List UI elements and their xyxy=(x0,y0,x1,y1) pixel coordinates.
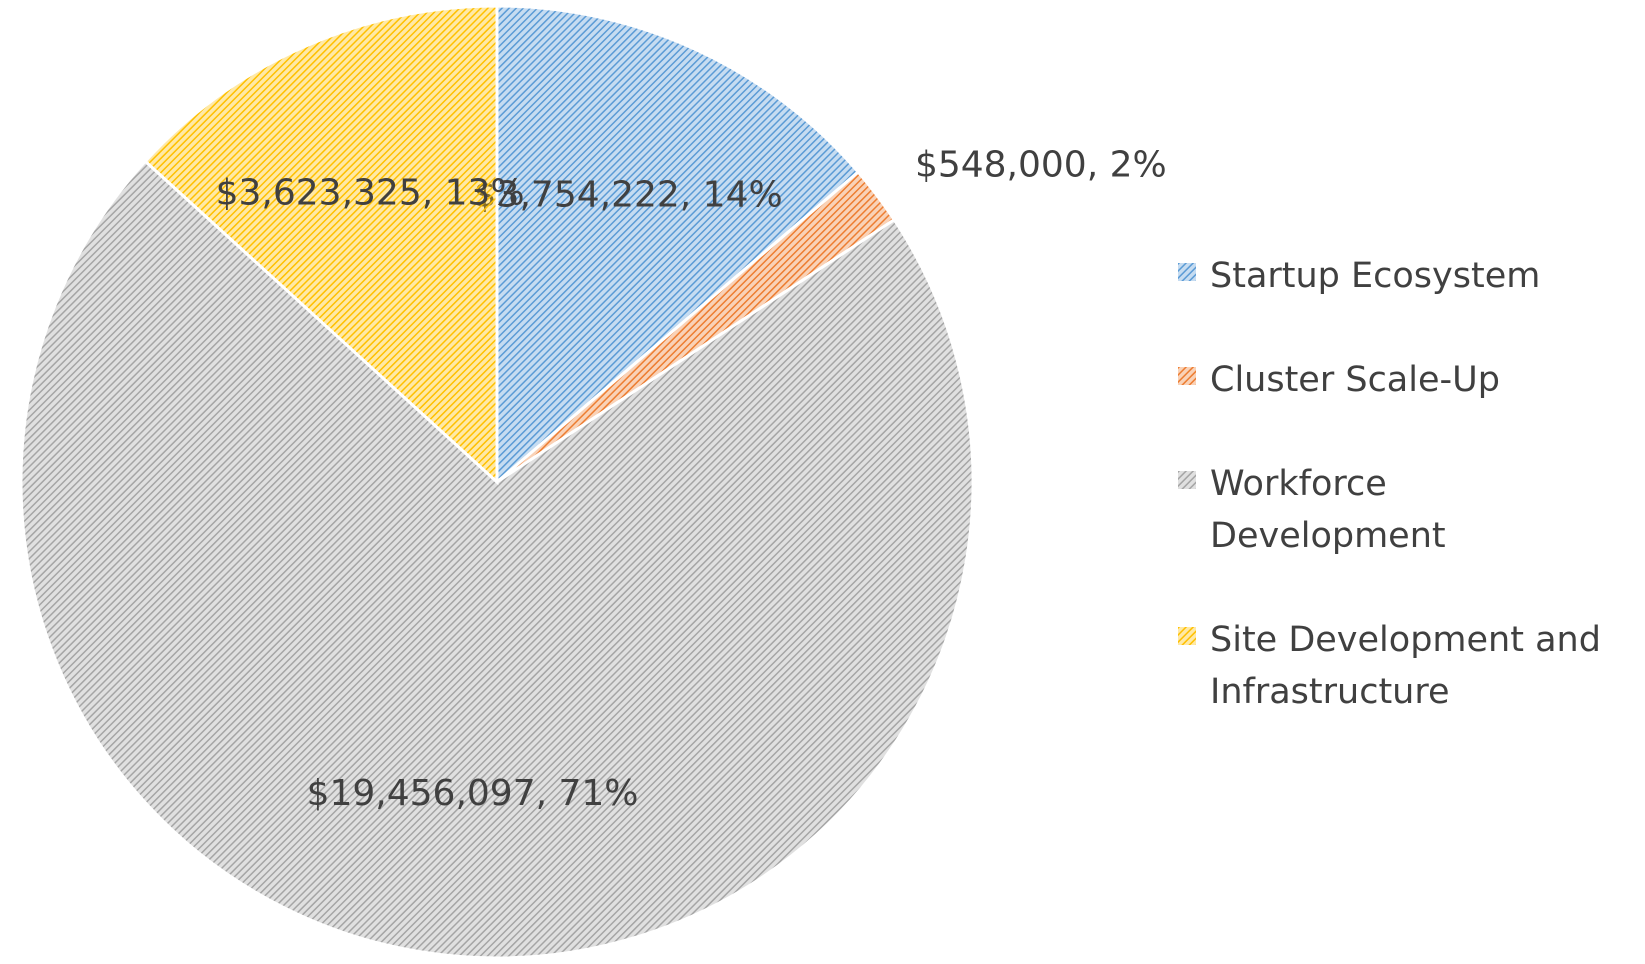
legend-label: Startup Ecosystem xyxy=(1210,256,1541,296)
legend-item: Workforce Development xyxy=(1178,458,1628,562)
legend-label: Workforce Development xyxy=(1210,464,1446,556)
legend-swatch xyxy=(1178,471,1196,489)
legend-swatch xyxy=(1178,367,1196,385)
data-label: $19,456,097, 71% xyxy=(307,773,639,814)
legend-label: Cluster Scale-Up xyxy=(1210,360,1500,400)
legend-label: Site Development and Infrastructure xyxy=(1210,620,1601,712)
legend-item: Startup Ecosystem xyxy=(1178,250,1628,302)
legend-item: Cluster Scale-Up xyxy=(1178,354,1628,406)
pie-slice xyxy=(143,4,499,486)
pie-slice xyxy=(495,4,861,486)
legend: Startup Ecosystem Cluster Scale-Up Workfor… xyxy=(1178,250,1628,770)
data-label: $3,623,325, 13% xyxy=(216,173,525,214)
pie-slice xyxy=(19,159,975,960)
legend-item: Site Development and Infrastructure xyxy=(1178,614,1628,718)
legend-swatch xyxy=(1178,627,1196,645)
data-label: $548,000, 2% xyxy=(915,145,1167,186)
legend-swatch xyxy=(1178,263,1196,281)
data-label: $3,754,222, 14% xyxy=(474,175,783,216)
